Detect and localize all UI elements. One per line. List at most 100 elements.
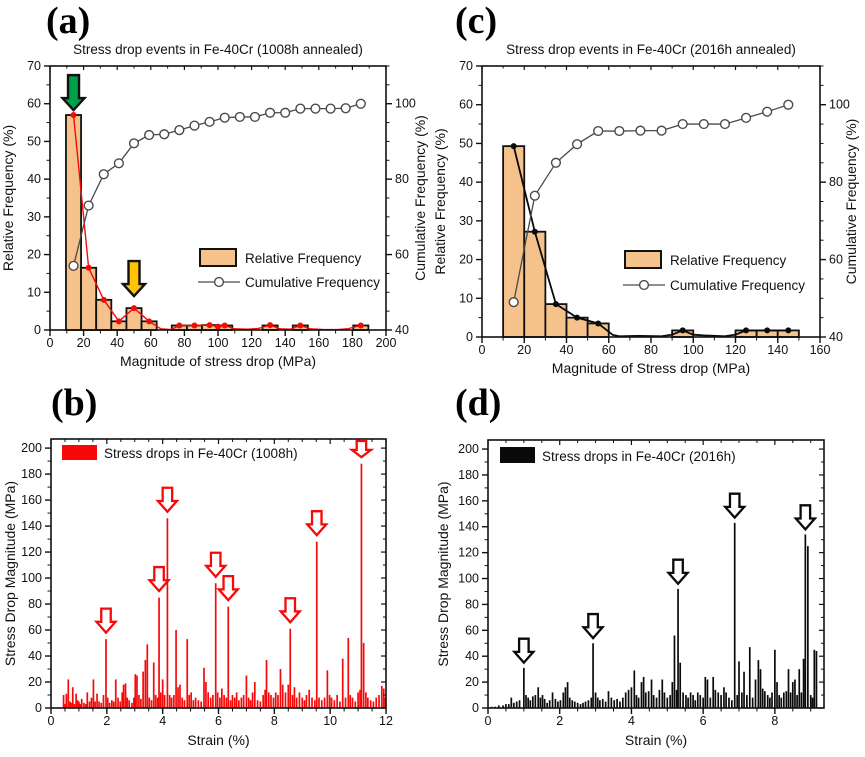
svg-text:8: 8 [271,714,278,728]
svg-text:60: 60 [459,98,473,112]
svg-text:180: 180 [21,467,42,481]
svg-text:180: 180 [458,468,479,482]
svg-text:140: 140 [458,520,479,534]
svg-text:Stress Drop Magnitude (MPa): Stress Drop Magnitude (MPa) [435,481,451,666]
svg-text:80: 80 [28,597,42,611]
svg-text:120: 120 [725,343,746,357]
svg-text:Stress drop events in Fe-40Cr: Stress drop events in Fe-40Cr (1008h ann… [73,42,363,57]
svg-text:100: 100 [208,336,229,350]
svg-text:100: 100 [21,571,42,585]
svg-text:8: 8 [771,714,778,728]
svg-text:140: 140 [21,519,42,533]
svg-text:140: 140 [275,336,296,350]
svg-text:20: 20 [77,336,91,350]
svg-text:50: 50 [27,134,41,148]
svg-text:0: 0 [466,330,473,344]
svg-text:100: 100 [829,98,850,112]
svg-text:Cumulative Frequency (%): Cumulative Frequency (%) [843,119,859,285]
svg-text:60: 60 [602,343,616,357]
svg-text:10: 10 [459,291,473,305]
svg-text:140: 140 [767,343,788,357]
svg-text:100: 100 [395,97,416,111]
svg-text:160: 160 [810,343,831,357]
panel-label-b: (b) [51,382,98,424]
panel-label-a: (a) [46,0,91,42]
svg-text:Magnitude of stress drop (MPa): Magnitude of stress drop (MPa) [120,353,316,369]
svg-text:Relative Frequency: Relative Frequency [670,253,787,268]
svg-text:200: 200 [376,336,397,350]
svg-text:2: 2 [103,714,110,728]
svg-text:10: 10 [27,285,41,299]
svg-text:Cumulative Frequency: Cumulative Frequency [670,278,805,293]
svg-text:6: 6 [215,714,222,728]
svg-text:120: 120 [241,336,262,350]
svg-text:60: 60 [27,97,41,111]
svg-text:20: 20 [517,343,531,357]
spike-chart-2016h: 0 2 4 6 8 0 20 40 60 80 100 120 140 160 180 200 Strain (… [432,400,865,757]
svg-text:30: 30 [27,210,41,224]
svg-text:40: 40 [27,172,41,186]
panel-label-d: (d) [455,382,502,424]
svg-text:0: 0 [48,714,55,728]
svg-text:120: 120 [21,545,42,559]
svg-text:0: 0 [472,701,479,715]
svg-text:180: 180 [342,336,363,350]
svg-text:160: 160 [308,336,329,350]
svg-text:0: 0 [479,343,486,357]
svg-text:0: 0 [35,701,42,715]
svg-text:120: 120 [458,546,479,560]
svg-text:160: 160 [458,494,479,508]
svg-text:Relative Frequency: Relative Frequency [245,251,362,266]
svg-text:Magnitude of Stress drop (MPa): Magnitude of Stress drop (MPa) [552,360,750,376]
svg-text:70: 70 [459,59,473,73]
svg-text:40: 40 [395,323,409,337]
svg-text:Stress drops in Fe-40Cr (1008h: Stress drops in Fe-40Cr (1008h) [104,446,298,461]
svg-text:40: 40 [465,649,479,663]
svg-text:160: 160 [21,493,42,507]
svg-text:40: 40 [110,336,124,350]
svg-text:Cumulative Frequency (%): Cumulative Frequency (%) [412,115,428,281]
svg-text:Stress drops in Fe-40Cr (2016h: Stress drops in Fe-40Cr (2016h) [542,449,736,464]
svg-text:20: 20 [459,253,473,267]
svg-text:50: 50 [459,136,473,150]
svg-text:10: 10 [323,714,337,728]
svg-text:60: 60 [829,253,843,267]
svg-text:Relative Frequency (%): Relative Frequency (%) [432,128,448,274]
svg-text:20: 20 [465,675,479,689]
svg-text:80: 80 [465,597,479,611]
svg-text:6: 6 [700,714,707,728]
panel-label-c: (c) [455,0,498,42]
svg-text:80: 80 [395,172,409,186]
svg-text:40: 40 [28,649,42,663]
svg-text:0: 0 [485,714,492,728]
svg-text:2: 2 [556,714,563,728]
svg-text:60: 60 [465,623,479,637]
svg-text:Stress drop events in Fe-40Cr: Stress drop events in Fe-40Cr (2016h ann… [506,42,796,57]
histogram-chart-1008h: 0 20 40 60 80 100 120 140 160 180 200 0 10 20 30 40 50 60… [0,36,432,381]
svg-text:80: 80 [829,175,843,189]
svg-text:80: 80 [177,336,191,350]
svg-text:0: 0 [34,323,41,337]
histogram-chart-2016h: 0 20 40 60 80 100 120 140 160 0 10 20 30 40 50 60 70 40 60… [432,36,865,381]
svg-text:Strain (%): Strain (%) [625,732,687,748]
svg-text:100: 100 [458,572,479,586]
svg-text:Cumulative Frequency: Cumulative Frequency [245,275,380,290]
svg-text:12: 12 [379,714,393,728]
svg-text:70: 70 [27,59,41,73]
svg-text:40: 40 [459,175,473,189]
svg-text:4: 4 [159,714,166,728]
svg-text:20: 20 [27,248,41,262]
svg-text:40: 40 [829,330,843,344]
svg-text:80: 80 [644,343,658,357]
svg-text:100: 100 [683,343,704,357]
svg-text:40: 40 [560,343,574,357]
svg-text:60: 60 [144,336,158,350]
svg-text:4: 4 [628,714,635,728]
svg-text:60: 60 [28,623,42,637]
svg-text:Relative Frequency (%): Relative Frequency (%) [0,125,16,271]
svg-text:0: 0 [47,336,54,350]
svg-text:60: 60 [395,248,409,262]
svg-text:Strain (%): Strain (%) [187,732,249,748]
svg-text:200: 200 [21,441,42,455]
